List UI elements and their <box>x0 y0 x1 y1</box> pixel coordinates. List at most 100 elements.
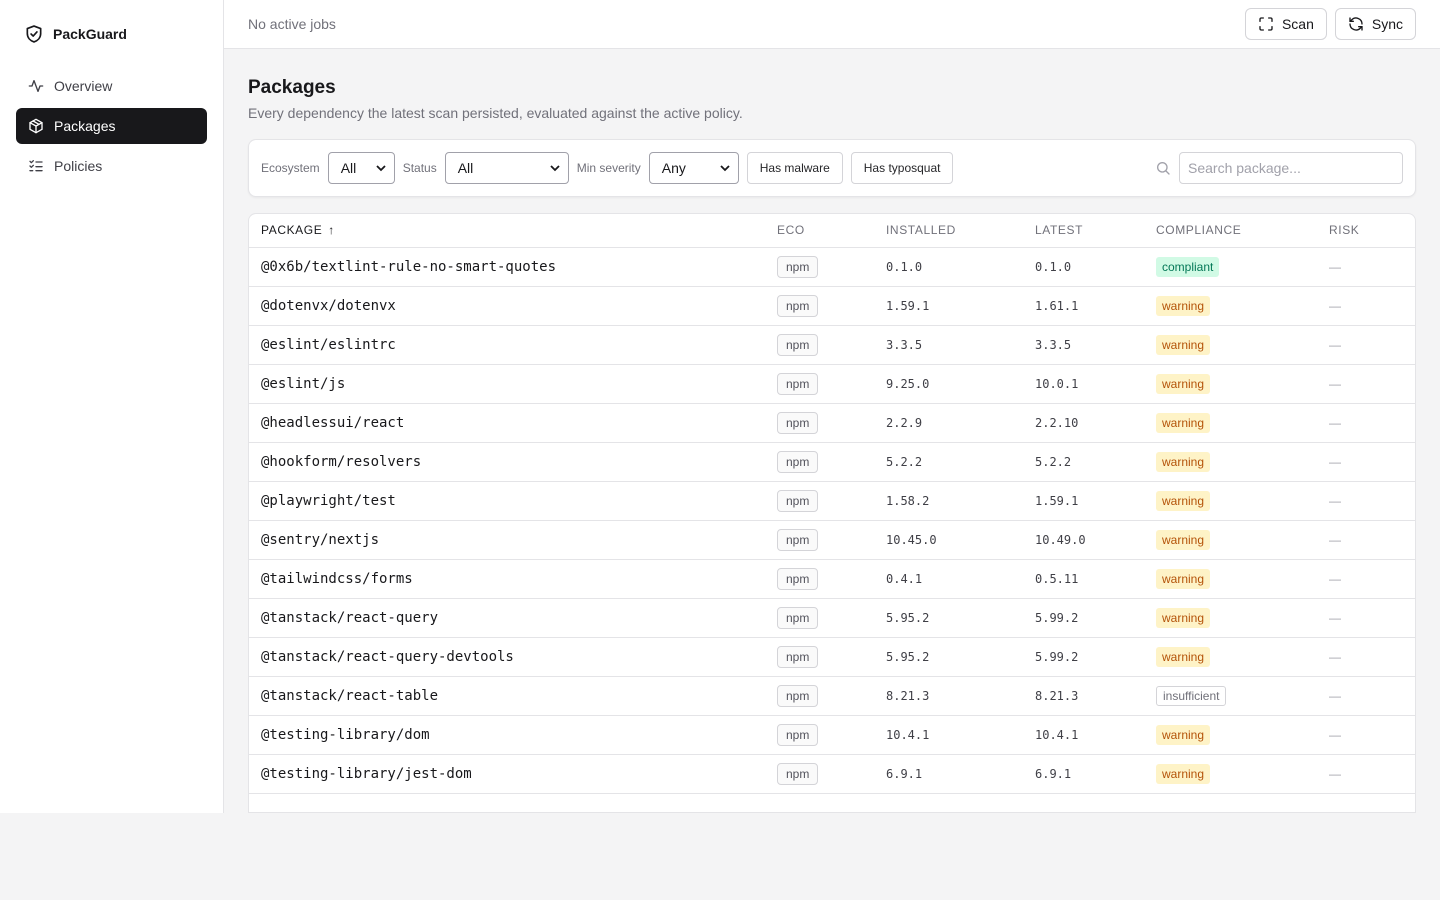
table-row[interactable]: @tanstack/react-table npm 8.21.3 8.21.3 insu… <box>249 676 1415 716</box>
package-name[interactable]: @hookform/resolvers <box>249 442 765 482</box>
ecosystem-select-value: All <box>340 160 357 176</box>
eco-cell: npm <box>765 442 874 482</box>
installed-version: 9.25.0 <box>874 364 1023 404</box>
package-name[interactable]: @tanstack/react-table <box>249 676 765 716</box>
severity-filter-label: Min severity <box>576 161 641 175</box>
latest-version: 3.3.5 <box>1023 325 1144 365</box>
compliance-badge: warning <box>1156 451 1211 472</box>
compliance-badge: warning <box>1156 490 1211 511</box>
table-row[interactable]: @tailwindcss/forms npm 0.4.1 0.5.11 warning — <box>249 559 1415 599</box>
compliance-badge: warning <box>1156 646 1211 667</box>
ecosystem-select[interactable]: All <box>327 152 395 184</box>
list-checks-icon <box>29 160 43 172</box>
sidebar-item-packages[interactable]: Packages <box>16 108 207 144</box>
table-row[interactable]: @tanstack/react-query-devtools npm 5.95.2 5… <box>249 637 1415 677</box>
column-header-compliance[interactable]: COMPLIANCE <box>1144 214 1317 248</box>
compliance-cell: warning <box>1144 715 1317 755</box>
risk-value: — <box>1317 520 1415 560</box>
latest-version: 5.2.2 <box>1023 442 1144 482</box>
brand-name: PackGuard <box>53 26 127 42</box>
eco-badge: npm <box>777 489 819 512</box>
sidebar-item-overview[interactable]: Overview <box>16 68 207 104</box>
package-name[interactable]: @tailwindcss/forms <box>249 559 765 599</box>
eco-badge: npm <box>777 372 819 395</box>
table-row[interactable]: @playwright/test npm 1.58.2 1.59.1 warning — <box>249 481 1415 521</box>
package-name[interactable]: @sentry/nextjs <box>249 520 765 560</box>
risk-value: — <box>1317 559 1415 599</box>
eco-badge: npm <box>777 411 819 434</box>
compliance-cell: warning <box>1144 442 1317 482</box>
compliance-badge: warning <box>1156 568 1211 589</box>
eco-cell: npm <box>765 598 874 638</box>
sidebar-item-label: Packages <box>54 118 116 134</box>
installed-version: 3.3.5 <box>874 325 1023 365</box>
package-name[interactable]: @tanstack/react-query <box>249 598 765 638</box>
eco-cell: npm <box>765 754 874 794</box>
table-row[interactable]: @hookform/resolvers npm 5.2.2 5.2.2 warning — <box>249 442 1415 482</box>
risk-value: — <box>1317 754 1415 794</box>
compliance-badge: insufficient <box>1156 685 1227 706</box>
eco-badge: npm <box>777 450 819 473</box>
installed-version: 6.9.1 <box>874 754 1023 794</box>
package-name[interactable]: @playwright/test <box>249 481 765 521</box>
search-input[interactable] <box>1179 152 1403 184</box>
severity-select[interactable]: Any <box>648 152 739 184</box>
latest-version: 6.9.1 <box>1023 754 1144 794</box>
sync-button[interactable]: Sync <box>1334 8 1416 40</box>
table-row[interactable]: @eslint/eslintrc npm 3.3.5 3.3.5 warning — <box>249 325 1415 365</box>
table-row[interactable]: @testing-library/dom npm 10.4.1 10.4.1 warni… <box>249 715 1415 755</box>
sidebar-item-policies[interactable]: Policies <box>16 148 207 184</box>
compliance-cell: warning <box>1144 598 1317 638</box>
compliance-badge: warning <box>1156 724 1211 745</box>
has-typosquat-toggle[interactable]: Has typosquat <box>850 152 954 184</box>
column-header-installed[interactable]: INSTALLED <box>874 214 1023 248</box>
latest-version: 0.5.11 <box>1023 559 1144 599</box>
package-name[interactable]: @testing-library/dom <box>249 715 765 755</box>
package-name[interactable]: @testing-library/jest-dom <box>249 754 765 794</box>
eco-cell: npm <box>765 676 874 716</box>
table-row[interactable]: @testing-library/jest-dom npm 6.9.1 6.9.1 wa… <box>249 754 1415 794</box>
table-row[interactable]: @sentry/nextjs npm 10.45.0 10.49.0 warning — <box>249 520 1415 560</box>
eco-cell: npm <box>765 325 874 365</box>
installed-version: 2.2.9 <box>874 403 1023 443</box>
compliance-badge: compliant <box>1156 256 1220 277</box>
packages-table: PACKAGE ↑ ECO INSTALLED LATEST COMPLIANC… <box>249 214 1415 794</box>
column-header-risk[interactable]: RISK <box>1317 214 1415 248</box>
eco-cell: npm <box>765 403 874 443</box>
compliance-cell: warning <box>1144 559 1317 599</box>
package-name[interactable]: @eslint/js <box>249 364 765 404</box>
table-row[interactable]: @headlessui/react npm 2.2.9 2.2.10 warning — <box>249 403 1415 443</box>
latest-version: 5.99.2 <box>1023 637 1144 677</box>
eco-badge: npm <box>777 528 819 551</box>
package-name[interactable]: @tanstack/react-query-devtools <box>249 637 765 677</box>
chevron-down-icon <box>550 165 560 172</box>
installed-version: 10.4.1 <box>874 715 1023 755</box>
risk-value: — <box>1317 637 1415 677</box>
table-row[interactable]: @eslint/js npm 9.25.0 10.0.1 warning — <box>249 364 1415 404</box>
package-name[interactable]: @headlessui/react <box>249 403 765 443</box>
top-actions: Scan Sync <box>1244 8 1416 40</box>
main-area: No active jobs Scan <box>224 0 1440 813</box>
eco-cell: npm <box>765 559 874 599</box>
risk-value: — <box>1317 442 1415 482</box>
scan-button[interactable]: Scan <box>1244 8 1327 40</box>
package-name[interactable]: @eslint/eslintrc <box>249 325 765 365</box>
latest-version: 2.2.10 <box>1023 403 1144 443</box>
compliance-cell: warning <box>1144 637 1317 677</box>
table-row[interactable]: @tanstack/react-query npm 5.95.2 5.99.2 warn… <box>249 598 1415 638</box>
has-malware-toggle[interactable]: Has malware <box>746 152 843 184</box>
brand[interactable]: PackGuard <box>16 0 207 68</box>
column-header-latest[interactable]: LATEST <box>1023 214 1144 248</box>
sync-button-label: Sync <box>1371 16 1403 32</box>
table-row[interactable]: @dotenvx/dotenvx npm 1.59.1 1.61.1 warning — <box>249 286 1415 326</box>
status-select[interactable]: All <box>444 152 569 184</box>
compliance-cell: warning <box>1144 403 1317 443</box>
column-header-eco[interactable]: ECO <box>765 214 874 248</box>
table-row[interactable]: @0x6b/textlint-rule-no-smart-quotes npm 0.… <box>249 247 1415 287</box>
risk-value: — <box>1317 598 1415 638</box>
column-header-package[interactable]: PACKAGE ↑ <box>249 214 765 248</box>
packages-page: Packages Every dependency the latest sca… <box>224 49 1440 813</box>
latest-version: 1.59.1 <box>1023 481 1144 521</box>
package-name[interactable]: @dotenvx/dotenvx <box>249 286 765 326</box>
package-name[interactable]: @0x6b/textlint-rule-no-smart-quotes <box>249 247 765 287</box>
